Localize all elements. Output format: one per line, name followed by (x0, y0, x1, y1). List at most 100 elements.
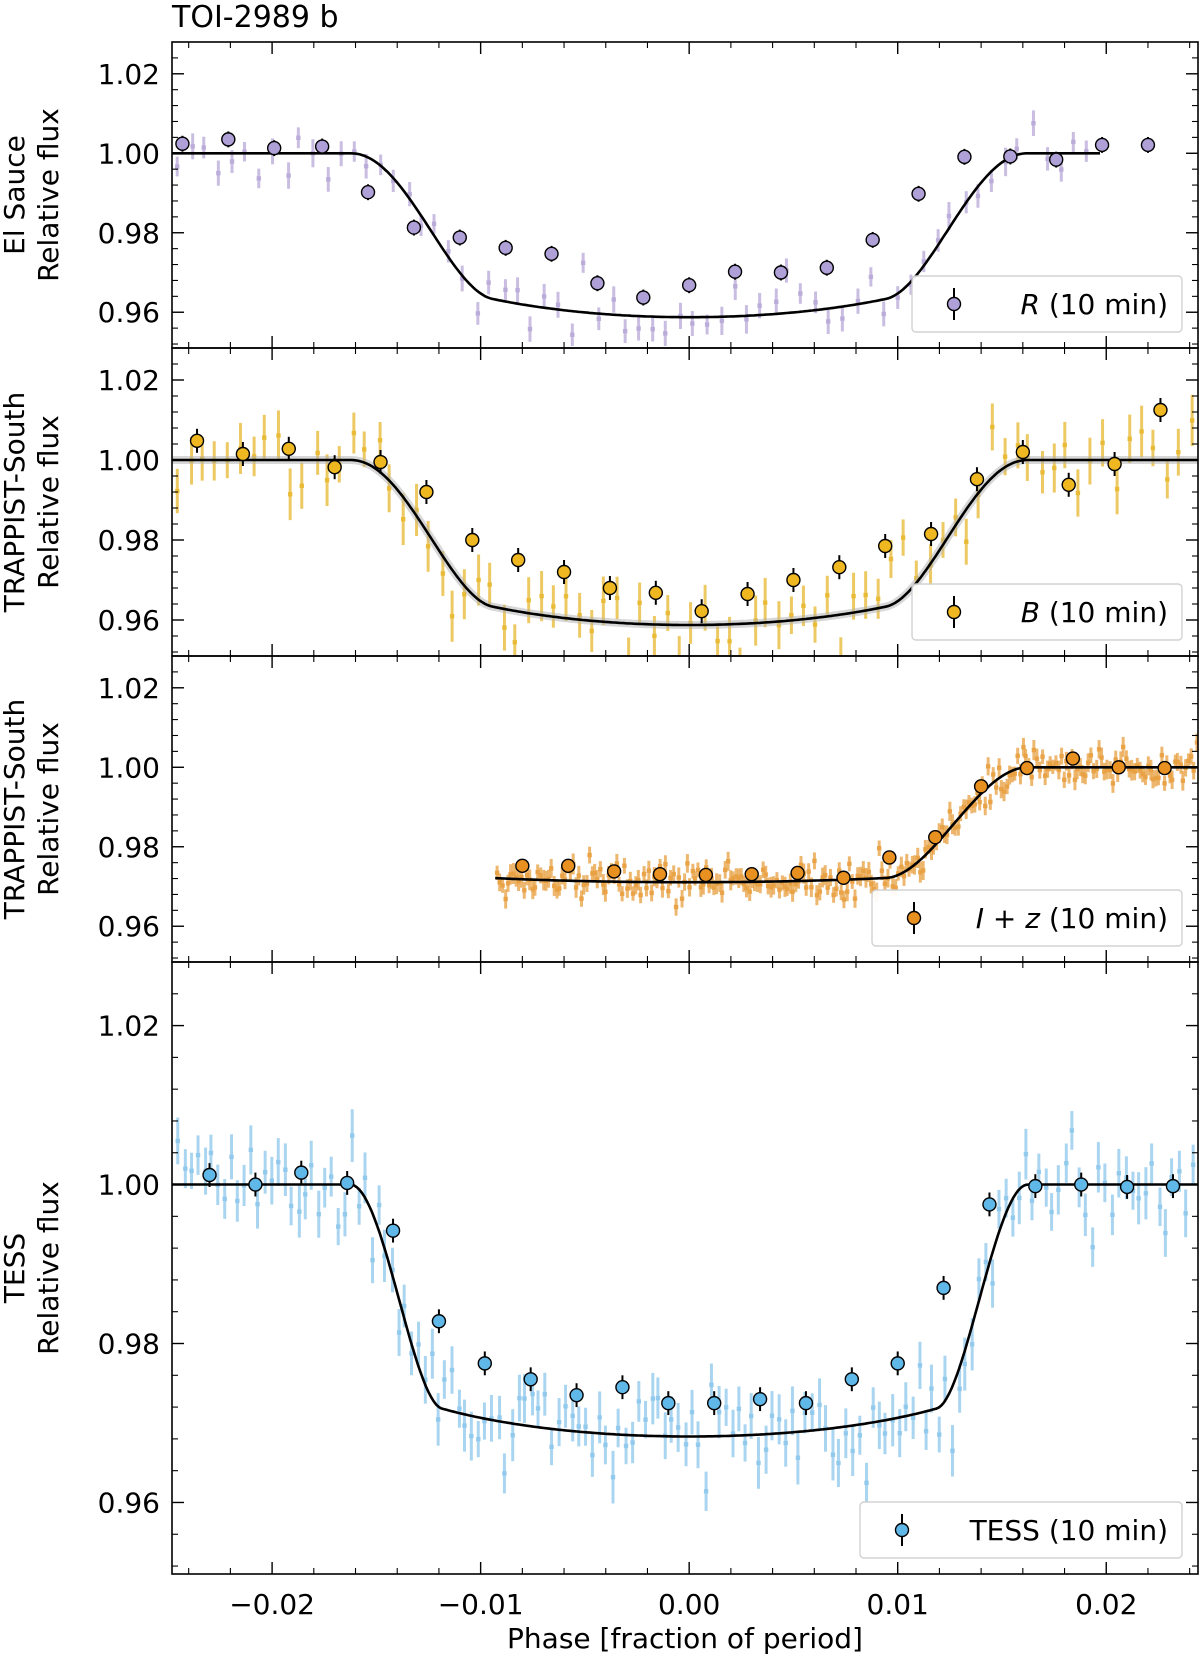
binned-point (911, 186, 926, 202)
raw-point (296, 135, 301, 140)
raw-point (391, 178, 396, 184)
raw-point (947, 809, 953, 814)
raw-point (1113, 757, 1118, 762)
raw-point (1023, 1151, 1029, 1157)
raw-point (839, 659, 843, 663)
raw-point (780, 880, 785, 886)
raw-point (994, 785, 999, 790)
legend: I + z (10 min) (871, 889, 1183, 947)
plot-area-2 (172, 394, 1198, 663)
raw-point (601, 882, 606, 887)
legend-marker (946, 604, 962, 620)
binned-point (235, 446, 251, 462)
raw-point (386, 486, 392, 491)
raw-point (736, 1406, 742, 1412)
binned-point (928, 830, 943, 845)
raw-point (440, 571, 446, 576)
raw-point (769, 1413, 775, 1418)
raw-point (814, 892, 820, 898)
raw-point (508, 872, 513, 877)
raw-point (990, 1281, 995, 1286)
raw-point (322, 1185, 327, 1190)
raw-point (801, 603, 806, 609)
raw-point (342, 1212, 348, 1217)
raw-point (957, 1386, 962, 1392)
raw-point (935, 238, 941, 243)
raw-point (644, 885, 649, 891)
raw-point (1053, 760, 1059, 766)
x-tick-label: 0.00 (658, 1588, 720, 1621)
raw-point (1003, 1195, 1009, 1201)
raw-point (692, 876, 698, 881)
raw-point (946, 213, 952, 219)
raw-point (727, 639, 732, 644)
raw-point (709, 1382, 714, 1387)
raw-point (962, 1361, 967, 1367)
raw-point (678, 313, 683, 319)
binned-point (1048, 152, 1064, 167)
binned-point (1111, 760, 1126, 775)
raw-point (555, 302, 561, 307)
raw-point (597, 1415, 602, 1420)
raw-point (1186, 758, 1191, 763)
binned-point (523, 1372, 538, 1387)
raw-point (990, 424, 995, 430)
raw-point (1085, 760, 1091, 766)
model-line (172, 1183, 1198, 1438)
raw-point (1052, 465, 1057, 471)
raw-point (1139, 429, 1144, 434)
raw-point (208, 1150, 214, 1156)
raw-point (557, 886, 562, 891)
raw-point (877, 1423, 882, 1428)
raw-point (541, 294, 547, 299)
raw-point (1088, 753, 1094, 758)
binned-point (556, 564, 572, 580)
raw-point (875, 596, 881, 602)
raw-point (689, 1409, 695, 1415)
panel-2: 0.96 0.98 1.00 1.02 TRAPPIST-South Relative f… (0, 347, 1199, 663)
raw-point (828, 875, 833, 880)
raw-point (530, 1391, 535, 1397)
raw-point (763, 1447, 769, 1452)
raw-point (630, 891, 636, 896)
raw-point (757, 303, 762, 308)
raw-point (409, 1351, 414, 1356)
raw-point (1126, 766, 1132, 772)
y-tick-label: 1.00 (98, 1169, 160, 1202)
y-tick-label: 0.98 (98, 217, 160, 250)
raw-point (774, 299, 779, 305)
binned-point (744, 866, 759, 882)
raw-point (725, 859, 731, 864)
y-tick-label: 0.96 (98, 910, 160, 943)
raw-point (742, 1440, 748, 1446)
raw-point (649, 890, 654, 896)
raw-point (610, 1474, 616, 1480)
raw-point (1056, 767, 1062, 773)
raw-point (175, 1138, 180, 1144)
raw-point (497, 1415, 502, 1420)
raw-point (790, 1408, 795, 1414)
raw-point (861, 868, 866, 874)
raw-point (937, 1432, 942, 1437)
raw-point (1178, 762, 1184, 767)
raw-point (855, 873, 860, 879)
panel-1: 0.96 0.98 1.00 1.02 El Sauce Relative flux R (… (0, 41, 1199, 349)
raw-point (446, 249, 451, 254)
binned-point (498, 240, 513, 256)
raw-point (969, 803, 975, 808)
raw-point (748, 1413, 754, 1419)
binned-point (832, 560, 847, 575)
y-tick-label: 1.00 (98, 751, 160, 784)
raw-point (482, 1418, 487, 1424)
raw-point (636, 1399, 642, 1404)
raw-point (1042, 773, 1048, 779)
y-tick-label: 0.98 (98, 524, 160, 557)
raw-point (1140, 771, 1145, 777)
raw-point (475, 311, 481, 316)
raw-point (256, 176, 261, 181)
raw-point (843, 1431, 849, 1436)
raw-point (652, 633, 657, 639)
raw-point (579, 896, 584, 901)
raw-point (235, 1198, 240, 1204)
raw-point (601, 598, 606, 604)
